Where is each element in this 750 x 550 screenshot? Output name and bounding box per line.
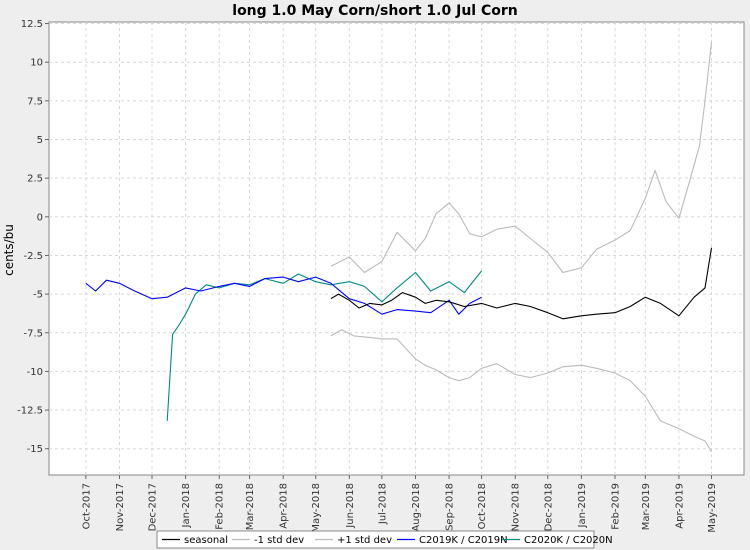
x-tick-label: May-2019: [707, 483, 718, 533]
x-tick-label: Nov-2018: [511, 483, 522, 531]
x-tick-label: Sep-2018: [445, 483, 456, 531]
legend-label: -1 std dev: [254, 535, 304, 546]
y-tick-label: 5: [37, 135, 43, 146]
x-tick-label: Jan-2018: [181, 483, 192, 528]
y-tick-label: 2.5: [27, 174, 43, 185]
chart-title: long 1.0 May Corn/short 1.0 Jul Corn: [232, 3, 517, 19]
x-tick-label: Jan-2019: [577, 483, 588, 528]
legend-label: C2020K / C2020N: [524, 535, 613, 546]
y-tick-label: 0: [37, 212, 43, 223]
x-tick-label: Jun-2018: [345, 483, 356, 529]
x-tick-label: May-2018: [311, 483, 322, 533]
legend: seasonal -1 std dev +1 std dev C2019K / C20…: [156, 530, 613, 549]
grid-layer: [49, 22, 744, 475]
series-line-3: [85, 276, 482, 315]
x-tick-label: Mar-2018: [245, 483, 256, 530]
y-axis-ticks: 12.5 10 7.5 5 2.5 0 -2.5 -5 -7.5 -10 -12.5 -15: [17, 19, 49, 455]
x-tick-label: Jul-2018: [377, 483, 388, 525]
x-tick-label: Oct-2018: [477, 483, 488, 529]
y-tick-label: -7.5: [23, 328, 43, 339]
legend-label: seasonal: [184, 535, 228, 546]
series-layer: [85, 42, 713, 453]
y-tick-label: 10: [30, 58, 43, 69]
series-line-1: [330, 329, 712, 453]
y-axis-label: cents/bu: [2, 224, 16, 276]
x-tick-label: Mar-2019: [641, 483, 652, 530]
x-tick-label: Oct-2017: [81, 483, 92, 529]
series-line-0: [330, 247, 713, 320]
y-tick-label: -10: [27, 367, 43, 378]
legend-label: +1 std dev: [337, 535, 392, 546]
plot-area: [48, 21, 745, 476]
series-line-2: [330, 42, 713, 274]
series-line-4: [166, 270, 483, 421]
x-axis-ticks: Oct-2017 Nov-2017 Dec-2017 Jan-2018 Feb-2018…: [81, 475, 718, 533]
y-tick-label: -12.5: [17, 406, 43, 417]
x-tick-label: Aug-2018: [411, 483, 422, 532]
legend-box: [156, 530, 595, 549]
x-tick-label: Feb-2019: [610, 483, 621, 530]
y-tick-label: 12.5: [21, 19, 43, 30]
x-tick-label: Apr-2019: [674, 483, 685, 529]
y-tick-label: 7.5: [27, 96, 43, 107]
y-tick-label: -2.5: [23, 251, 43, 262]
y-tick-label: -5: [33, 290, 43, 301]
x-tick-label: Dec-2018: [543, 483, 554, 531]
y-tick-label: -15: [27, 444, 43, 455]
legend-label: C2019K / C2019N: [419, 535, 508, 546]
x-tick-label: Apr-2018: [279, 483, 290, 529]
x-tick-label: Feb-2018: [215, 483, 226, 530]
x-tick-label: Dec-2017: [148, 483, 159, 531]
x-tick-label: Nov-2017: [115, 483, 126, 531]
